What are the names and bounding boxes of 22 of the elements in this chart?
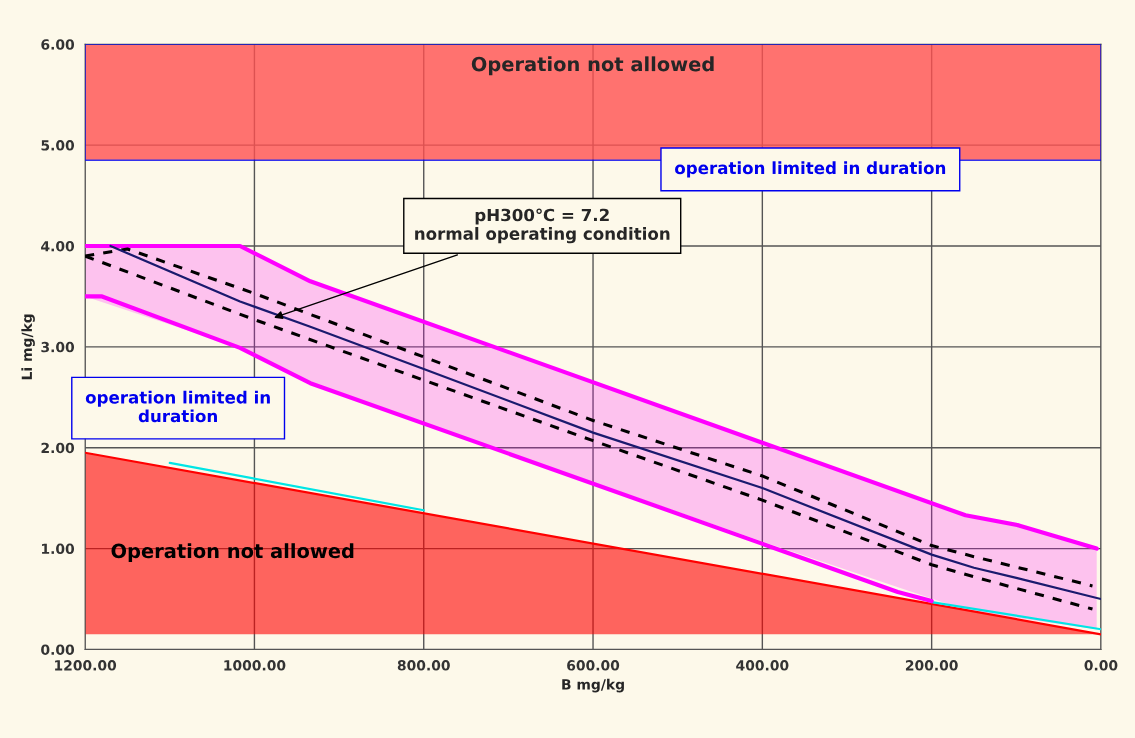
annotation: operation limited in duration [675,161,946,178]
annotation: pH300℃ = 7.2 normal operating condition [415,208,670,244]
text: Operation not allowed [111,543,354,563]
line-series [85,294,934,604]
x-tick-label: 1200.00 [55,660,117,671]
x-tick-label: 1000.00 [224,660,286,671]
x-tick-label: 800.00 [397,660,450,671]
x-tick-label: 0.00 [1084,660,1118,671]
y-axis-title: Li mg/kg [21,314,35,380]
y-tick-label: 1.00 [42,543,75,555]
y-tick-label: 2.00 [41,442,75,454]
y-tick-label: 0.00 [41,644,75,655]
x-tick-label: 400.00 [736,660,789,671]
y-tick-label: 4.00 [41,240,75,252]
y-tick-label: 3.00 [41,341,75,353]
y-tick-label: 5.00 [41,140,75,151]
x-axis-title: B mg/kg [562,678,624,693]
x-tick-label: 600.00 [567,660,620,671]
annotation: operation limited in duration [85,390,270,423]
x-tick-label: 200.00 [905,660,958,671]
band-label: Operation not allowed [471,56,714,76]
y-tick-label: 6.00 [41,39,75,50]
